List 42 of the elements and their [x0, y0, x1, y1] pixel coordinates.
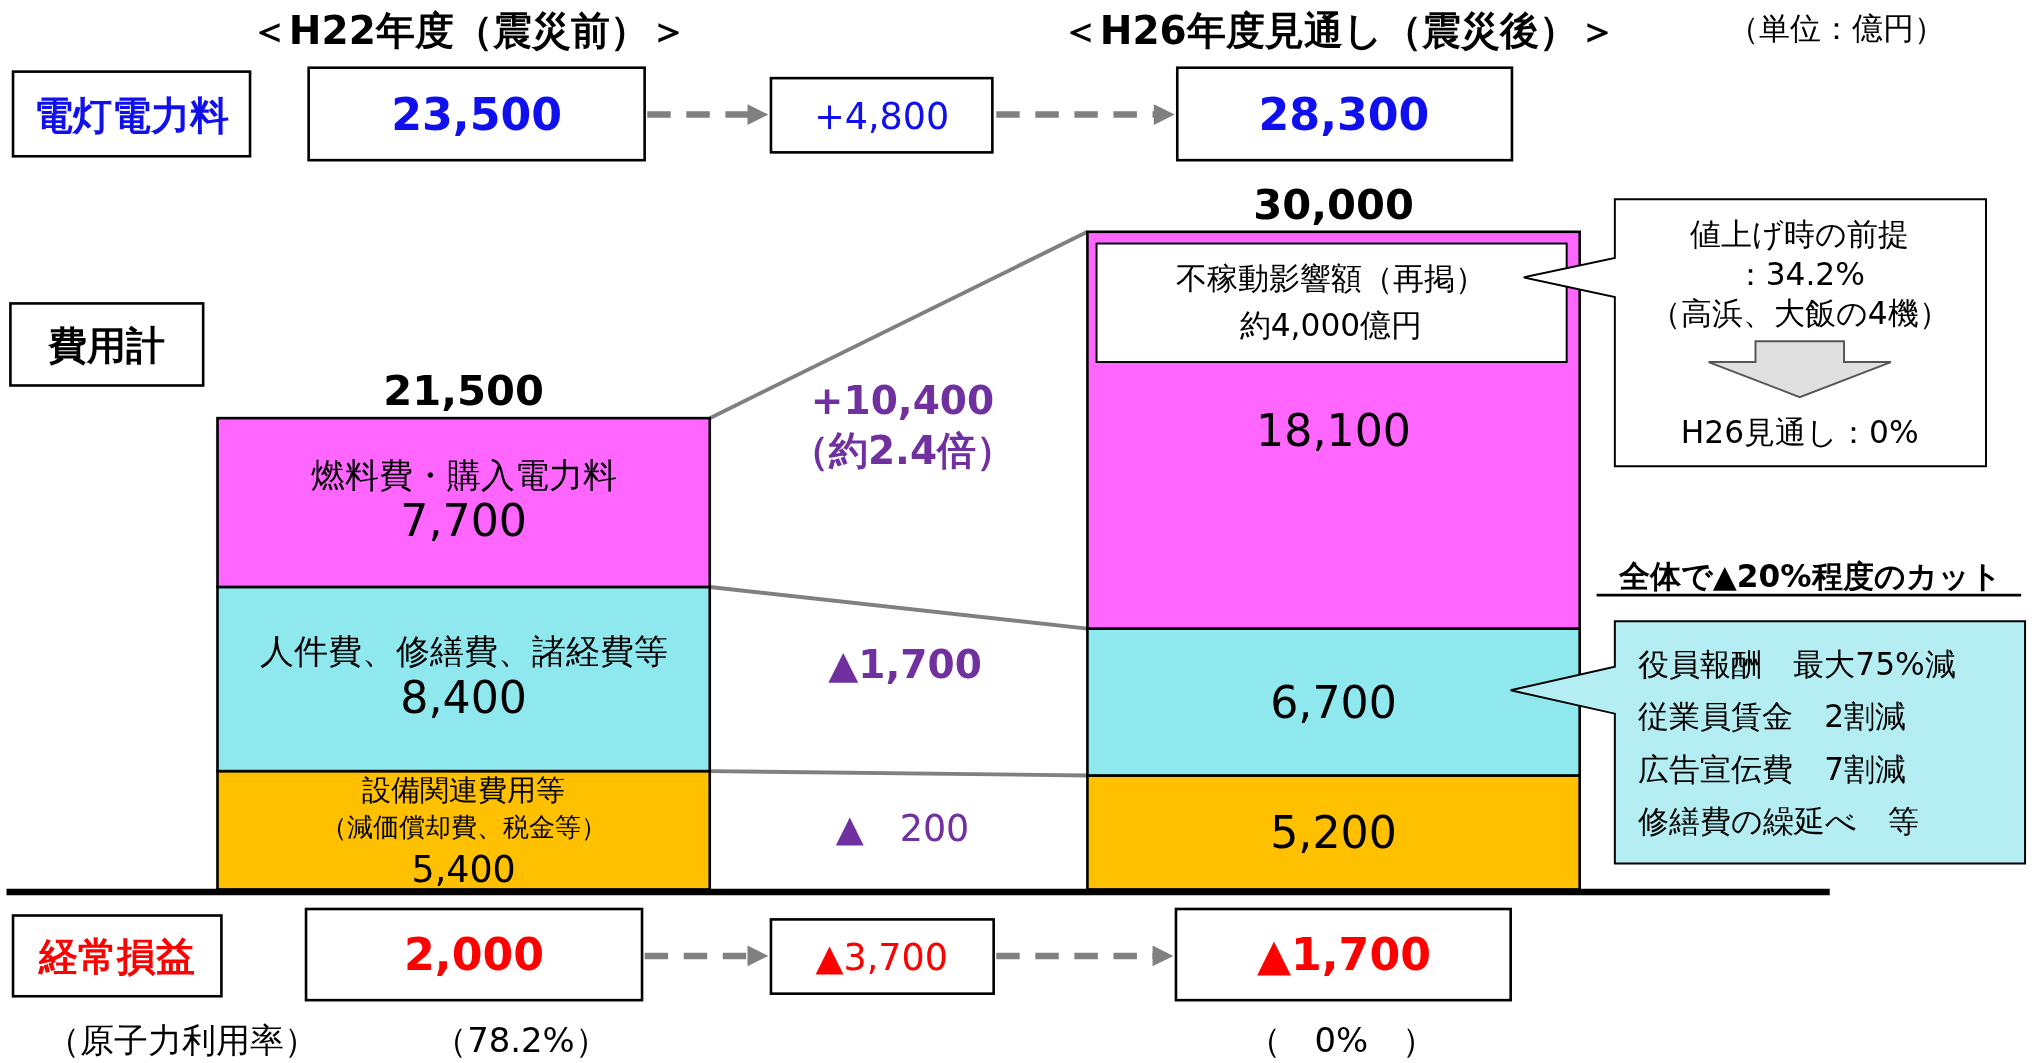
text: （原子力利用率）	[46, 1021, 319, 1061]
data-label: 18,100	[1256, 404, 1411, 456]
x-tick-label: ＜H22年度（震災前）＞	[249, 8, 688, 54]
text: ▲3,700	[815, 936, 948, 980]
annotation: 全体で▲20%程度のカット	[1617, 558, 2002, 595]
annotation: 不稼動影響額（再掲）	[1175, 260, 1486, 297]
text: 28,300	[1258, 89, 1430, 141]
annotation: （減価償却費、税金等）	[320, 812, 607, 843]
annotation: 役員報酬 最大75%減	[1638, 645, 1956, 682]
text: 2,000	[404, 929, 545, 981]
annotation: 費用計	[47, 323, 166, 369]
annotation: 広告宣伝費 7割減	[1638, 751, 1907, 788]
annotation: 約4,000億円	[1239, 306, 1423, 343]
annotation: （高浜、大飯の4機）	[1649, 295, 1950, 332]
annotation: 値上げ時の前提	[1690, 215, 1910, 252]
series-label: 人件費、修繕費、諸経費等	[259, 632, 668, 672]
x-tick-label: ＜H26年度見通し（震災後）＞	[1060, 8, 1617, 54]
annotation: 従業員賃金 2割減	[1638, 697, 1907, 734]
text: （単位：億円）	[1727, 10, 1945, 47]
annotation: +10,400	[810, 378, 995, 424]
annotation: （約2.4倍）	[789, 427, 1016, 473]
data-label: 6,700	[1270, 676, 1397, 728]
text: +4,800	[814, 94, 950, 138]
data-label: 5,400	[411, 847, 516, 891]
total-label: 30,000	[1253, 179, 1414, 229]
total-label: 21,500	[383, 366, 544, 416]
data-label: 8,400	[400, 671, 527, 723]
text: （ 0% ）	[1246, 1021, 1437, 1061]
text: ▲1,700	[1256, 929, 1431, 981]
text: （78.2%）	[433, 1021, 609, 1061]
annotation: ▲1,700	[828, 642, 982, 688]
series-label: 設備関連費用等	[362, 772, 566, 807]
annotation: H26見通し：0%	[1680, 413, 1919, 450]
text: 経常損益	[38, 934, 196, 980]
annotation: 修繕費の繰延べ 等	[1638, 803, 1920, 840]
annotation: ▲ 200	[835, 807, 970, 851]
text: 23,500	[391, 89, 563, 141]
annotation: ：34.2%	[1734, 256, 1865, 293]
series-label: 燃料費・購入電力料	[310, 455, 617, 495]
text: 電灯電力料	[34, 92, 230, 138]
data-label: 7,700	[400, 495, 527, 547]
data-label: 5,200	[1270, 807, 1397, 859]
